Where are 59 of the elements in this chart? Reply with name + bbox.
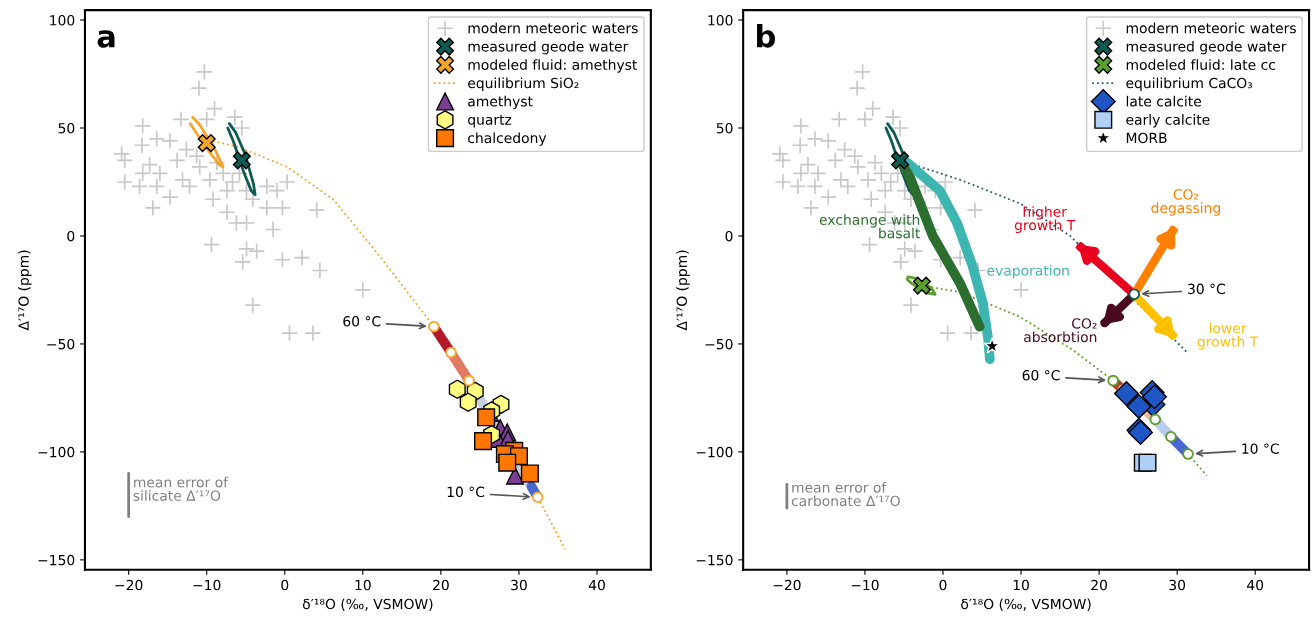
x-axis-title: δ′¹⁸O (‰, VSMOW) [961, 598, 1091, 611]
legend-label: chalcedony [468, 132, 547, 146]
legend-label: measured geode water [1126, 40, 1287, 55]
chart-title: a [97, 30, 115, 48]
x-tick-label: 0 [281, 579, 289, 591]
annotation: higher growth T [1014, 206, 1076, 234]
y-tick-label: −100 [696, 446, 733, 458]
y-tick-label: 0 [67, 230, 75, 242]
y-axis-title: Δ′¹⁷O (ppm) [676, 250, 690, 331]
legend-label: modern meteoric waters [468, 22, 638, 34]
legend-label: MORB [1126, 132, 1167, 144]
x-tick-label: 10 [1013, 579, 1029, 591]
x-tick-label: 0 [939, 579, 947, 591]
x-tick-label: 40 [1247, 579, 1264, 591]
chart-title: b [757, 24, 775, 48]
legend-label: equilibrium SiO₂ [468, 77, 579, 91]
y-tick-label: −150 [696, 554, 733, 566]
x-tick-label: 10 [355, 579, 371, 591]
legend-label: amethyst [468, 95, 533, 110]
annotation: lower growth T [1197, 322, 1259, 350]
y-tick-label: 50 [716, 122, 733, 134]
annotation: 60 °C [1022, 369, 1060, 381]
annotation: CO₂ absorbtion [1024, 318, 1097, 343]
legend-label: early calcite [1126, 114, 1210, 128]
y-tick-label: −50 [705, 338, 733, 350]
annotation: 60 °C [343, 316, 381, 327]
x-tick-label: 40 [588, 579, 605, 591]
y-tick-label: −50 [47, 338, 75, 350]
y-axis-title: Δ′¹⁷O (ppm) [18, 250, 32, 331]
legend-label: measured geode water [468, 40, 629, 55]
y-tick-label: 100 [50, 15, 75, 26]
annotation: 10 °C [447, 486, 485, 498]
x-tick-label: 20 [433, 579, 449, 591]
y-tick-label: 50 [58, 122, 75, 134]
annotation: 10 °C [1242, 443, 1279, 454]
annotation: CO₂ degassing [1151, 189, 1220, 216]
y-tick-label: 0 [725, 230, 733, 242]
legend-label: modeled fluid: late cc [1126, 59, 1276, 70]
annotation: evaporation [987, 265, 1069, 279]
x-axis-title: δ′¹⁸O (‰, VSMOW) [302, 598, 433, 611]
legend-label: quartz [468, 114, 512, 128]
legend-label: modern meteoric waters [1126, 22, 1296, 34]
y-tick-label: −100 [38, 446, 75, 458]
annotation: 30 °C [1188, 283, 1225, 295]
annotation: mean error of silicate Δ′¹⁷O [133, 476, 229, 501]
x-tick-label: −20 [773, 579, 801, 591]
y-tick-label: −150 [38, 554, 75, 566]
x-tick-label: 30 [1169, 579, 1186, 591]
annotation: exchange with basalt [819, 214, 920, 239]
x-tick-label: −10 [193, 579, 221, 591]
legend-label: modeled fluid: amethyst [468, 59, 638, 73]
x-tick-label: 20 [1091, 579, 1108, 591]
annotation: mean error of carbonate Δ′¹⁷O [791, 481, 900, 507]
x-tick-label: −10 [851, 579, 879, 591]
legend-label: equilibrium CaCO₃ [1126, 77, 1253, 91]
x-tick-label: 30 [511, 579, 527, 591]
x-tick-label: −20 [115, 579, 143, 591]
legend-label: late calcite [1126, 95, 1202, 107]
y-tick-label: 100 [708, 15, 733, 26]
